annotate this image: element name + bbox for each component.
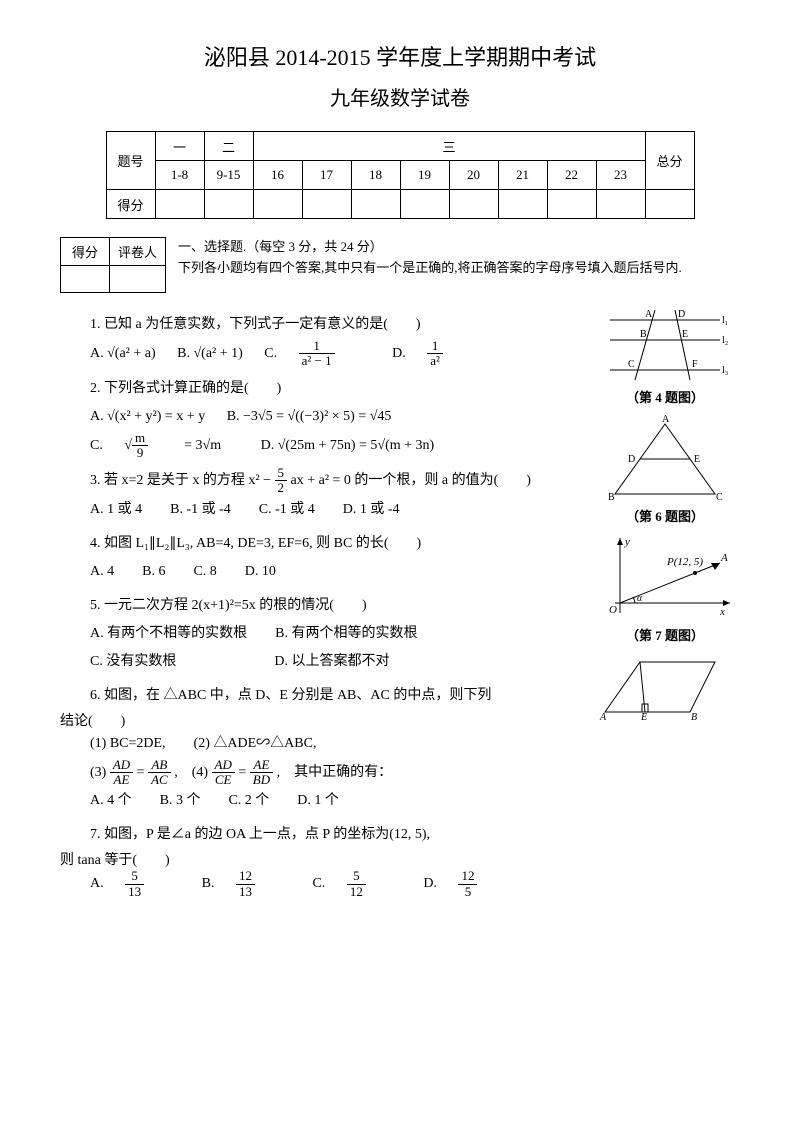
svg-text:A: A	[662, 414, 670, 425]
question-6: 6. 如图，在 △ABC 中，点 D、E 分别是 AB、AC 的中点，则下列	[90, 682, 582, 710]
question-5: 5. 一元二次方程 2(x+1)²=5x 的根的情况( ) A. 有两个不相等的…	[90, 592, 582, 676]
svg-text:A: A	[599, 712, 607, 722]
figure-6: A D E B C （第 6 题图）	[590, 414, 740, 525]
svg-text:x: x	[719, 606, 725, 618]
svg-text:A: A	[720, 552, 728, 564]
svg-text:B: B	[640, 329, 647, 340]
svg-text:l₁: l₁	[722, 315, 728, 326]
page-subtitle: 九年级数学试卷	[60, 82, 740, 111]
figure-extra: A E B	[590, 652, 740, 722]
svg-text:C: C	[716, 492, 723, 503]
question-2: 2. 下列各式计算正确的是( ) A. √(x² + y²) = x + y B…	[90, 375, 582, 461]
svg-text:l₃: l₃	[722, 365, 728, 376]
svg-text:C: C	[628, 359, 635, 370]
figure-4: A D B E C F l₁ l₂ l₃ （第 4 题图）	[590, 305, 740, 406]
question-4: 4. 如图 L₁∥L₂∥L₃, AB=4, DE=3, EF=6, 则 BC 的…	[90, 530, 582, 586]
svg-text:F: F	[692, 359, 698, 370]
svg-text:O: O	[609, 604, 617, 616]
svg-text:B: B	[691, 712, 697, 722]
figure-7: O x y α P(12, 5) A （第 7 题图）	[590, 533, 740, 644]
svg-text:A: A	[645, 309, 653, 320]
section-heading: 一、选择题.（每空 3 分，共 24 分） 下列各小题均有四个答案,其中只有一个…	[178, 237, 682, 279]
svg-text:E: E	[682, 329, 688, 340]
question-1: 1. 已知 a 为任意实数，下列式子一定有意义的是( ) A. √(a² + a…	[90, 311, 582, 369]
page-title: 泌阳县 2014-2015 学年度上学期期中考试	[60, 40, 740, 72]
svg-text:E: E	[640, 712, 647, 722]
svg-text:D: D	[678, 309, 685, 320]
svg-text:E: E	[694, 454, 700, 465]
score-table: 题号 一 二 三 总分 1-89-15 1617 1819 2021 2223 …	[106, 131, 695, 219]
svg-text:y: y	[624, 536, 630, 548]
grader-table: 得分评卷人	[60, 237, 166, 293]
svg-text:D: D	[628, 454, 635, 465]
svg-text:l₂: l₂	[722, 335, 728, 346]
question-6-cont: 结论( )	[60, 710, 582, 730]
question-7-cont: 则 tana 等于( )	[60, 849, 582, 869]
svg-text:α: α	[637, 593, 643, 604]
svg-text:P(12, 5): P(12, 5)	[666, 556, 703, 568]
question-7: 7. 如图，P 是∠a 的边 OA 上一点，点 P 的坐标为(12, 5),	[90, 821, 582, 849]
question-3: 3. 若 x=2 是关于 x 的方程 x² − 52 ax + a² = 0 的…	[90, 466, 582, 524]
svg-text:B: B	[608, 492, 615, 503]
